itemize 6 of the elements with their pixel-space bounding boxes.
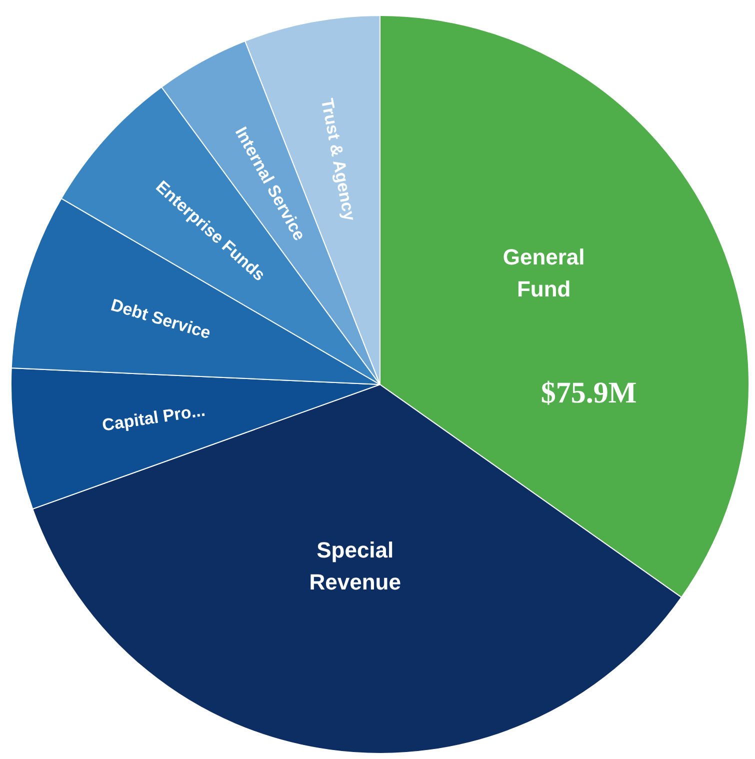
slice-label: Trust & Agency xyxy=(317,96,360,223)
slice-label: Debt Service xyxy=(108,295,213,343)
slice-label: Special Revenue xyxy=(309,537,401,594)
slice-label: General Fund xyxy=(502,244,585,302)
slice-label: Capital Pro... xyxy=(100,400,206,435)
data-label: $75.9M xyxy=(540,376,637,410)
